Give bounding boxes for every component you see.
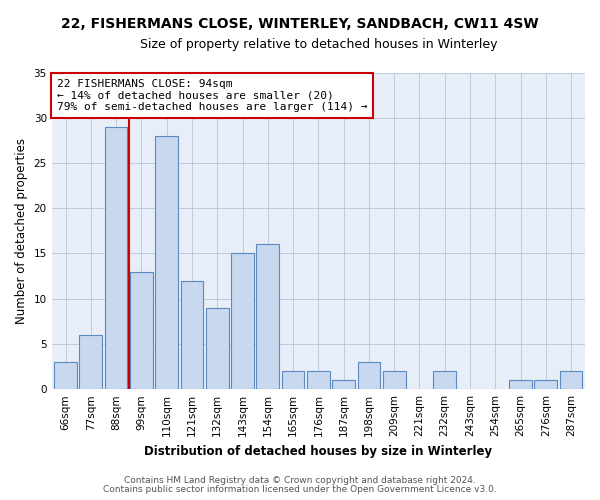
X-axis label: Distribution of detached houses by size in Winterley: Distribution of detached houses by size … <box>144 444 493 458</box>
Bar <box>155 136 178 389</box>
Title: Size of property relative to detached houses in Winterley: Size of property relative to detached ho… <box>140 38 497 51</box>
Bar <box>105 127 127 389</box>
Bar <box>358 362 380 389</box>
Bar <box>130 272 153 389</box>
Bar <box>181 280 203 389</box>
Bar <box>231 254 254 389</box>
Bar <box>535 380 557 389</box>
Bar <box>307 371 330 389</box>
Bar <box>383 371 406 389</box>
Text: Contains HM Land Registry data © Crown copyright and database right 2024.: Contains HM Land Registry data © Crown c… <box>124 476 476 485</box>
Bar <box>332 380 355 389</box>
Bar <box>256 244 279 389</box>
Bar <box>281 371 304 389</box>
Bar <box>433 371 456 389</box>
Text: 22 FISHERMANS CLOSE: 94sqm
← 14% of detached houses are smaller (20)
79% of semi: 22 FISHERMANS CLOSE: 94sqm ← 14% of deta… <box>57 79 367 112</box>
Y-axis label: Number of detached properties: Number of detached properties <box>15 138 28 324</box>
Bar <box>509 380 532 389</box>
Bar <box>79 335 102 389</box>
Bar <box>54 362 77 389</box>
Text: Contains public sector information licensed under the Open Government Licence v3: Contains public sector information licen… <box>103 485 497 494</box>
Text: 22, FISHERMANS CLOSE, WINTERLEY, SANDBACH, CW11 4SW: 22, FISHERMANS CLOSE, WINTERLEY, SANDBAC… <box>61 18 539 32</box>
Bar <box>560 371 583 389</box>
Bar <box>206 308 229 389</box>
